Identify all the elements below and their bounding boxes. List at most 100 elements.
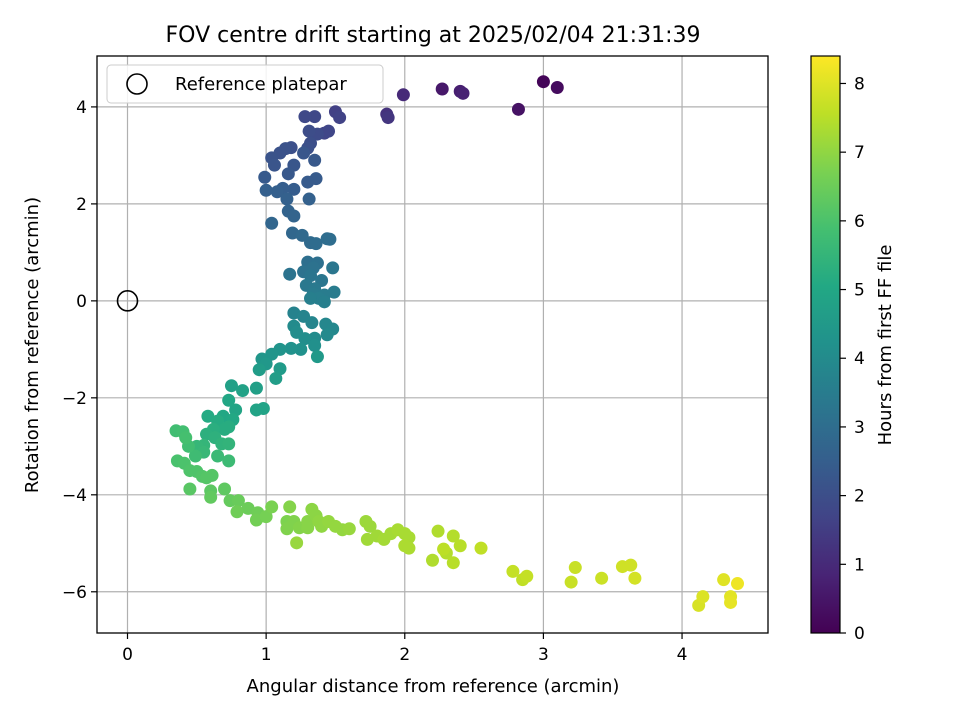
reference-marker <box>116 290 139 312</box>
data-point <box>309 237 323 251</box>
data-point <box>201 409 215 423</box>
data-point <box>506 564 520 578</box>
y-tick-label: −2 <box>62 389 87 409</box>
data-point <box>183 482 197 496</box>
x-tick-label: 4 <box>677 645 688 665</box>
data-point <box>304 269 317 283</box>
data-point <box>267 158 281 172</box>
data-point <box>308 110 322 124</box>
data-point <box>308 153 322 167</box>
data-point <box>437 542 451 556</box>
y-tick-label: 0 <box>76 292 87 312</box>
data-point <box>717 573 731 587</box>
data-point <box>456 86 470 100</box>
x-tick-label: 1 <box>261 645 272 665</box>
colorbar-tick-label: 3 <box>854 418 865 438</box>
data-point <box>396 88 410 102</box>
y-tick-label: −6 <box>62 583 87 603</box>
data-point <box>624 558 638 572</box>
y-tick-label: 2 <box>76 195 87 215</box>
data-point <box>550 81 564 95</box>
colorbar-tick-label: 7 <box>854 143 865 163</box>
data-point <box>320 328 334 342</box>
colorbar-tick-label: 5 <box>854 281 865 301</box>
data-point <box>188 449 202 463</box>
data-point <box>222 454 236 468</box>
plot-frame <box>96 55 769 634</box>
data-point <box>283 500 297 514</box>
data-point <box>265 216 279 230</box>
data-point <box>280 192 294 206</box>
data-point <box>696 590 710 604</box>
data-point <box>302 124 316 138</box>
data-point <box>446 529 460 543</box>
data-point <box>326 261 340 275</box>
data-point <box>298 332 312 346</box>
scatter-points <box>169 75 744 612</box>
legend-box <box>106 64 384 104</box>
data-point <box>287 182 301 196</box>
data-point <box>322 124 336 138</box>
data-point <box>249 381 263 395</box>
x-axis-label: Angular distance from reference (arcmin) <box>247 676 620 697</box>
data-point <box>269 371 283 385</box>
data-point <box>402 541 416 555</box>
data-point <box>308 338 322 352</box>
data-point <box>297 146 311 160</box>
y-tick-label: −4 <box>62 486 87 506</box>
data-point <box>270 185 284 199</box>
data-point <box>304 291 317 305</box>
colorbar-tick-label: 4 <box>854 349 865 369</box>
data-point <box>258 170 272 184</box>
data-point <box>305 316 319 330</box>
colorbar-tick-label: 1 <box>854 555 865 575</box>
y-ticks: −6 −4 −2 0 2 4 <box>62 98 97 603</box>
data-point <box>204 490 218 504</box>
data-point <box>259 183 273 197</box>
colorbar-tick-label: 8 <box>854 74 865 94</box>
data-point <box>426 553 439 567</box>
data-point <box>179 431 193 445</box>
data-point <box>294 342 308 356</box>
data-point <box>327 285 341 299</box>
data-point <box>301 175 315 189</box>
data-point <box>381 111 395 125</box>
chart-title: FOV centre drift starting at 2025/02/04 … <box>166 23 701 48</box>
data-point <box>200 471 214 485</box>
data-point <box>222 437 236 451</box>
data-point <box>287 209 301 223</box>
data-point <box>218 482 232 496</box>
data-point <box>285 226 299 240</box>
data-point <box>431 524 445 538</box>
data-point <box>628 571 642 585</box>
data-point <box>363 519 377 533</box>
data-point <box>284 341 298 355</box>
data-point <box>342 522 356 536</box>
data-point <box>283 267 297 281</box>
data-point <box>273 362 287 376</box>
data-point <box>520 569 534 583</box>
data-point <box>290 536 304 550</box>
colorbar-tick-label: 6 <box>854 212 865 232</box>
data-point <box>724 595 738 609</box>
data-point <box>222 393 236 407</box>
colorbar-tick-label: 2 <box>854 487 865 507</box>
data-point <box>446 556 460 570</box>
data-point <box>474 541 488 555</box>
data-point <box>265 347 279 361</box>
x-tick-label: 2 <box>399 645 410 665</box>
data-point <box>265 500 279 514</box>
data-point <box>333 111 347 125</box>
legend: Reference platepar <box>106 64 384 104</box>
data-point <box>259 510 273 524</box>
data-point <box>211 449 225 463</box>
data-point <box>281 167 295 181</box>
data-point <box>564 575 578 589</box>
x-tick-label: 0 <box>122 645 133 665</box>
data-point <box>435 82 449 96</box>
data-point <box>595 571 609 585</box>
data-point <box>224 379 238 393</box>
grid <box>97 56 768 633</box>
data-point <box>536 75 550 89</box>
